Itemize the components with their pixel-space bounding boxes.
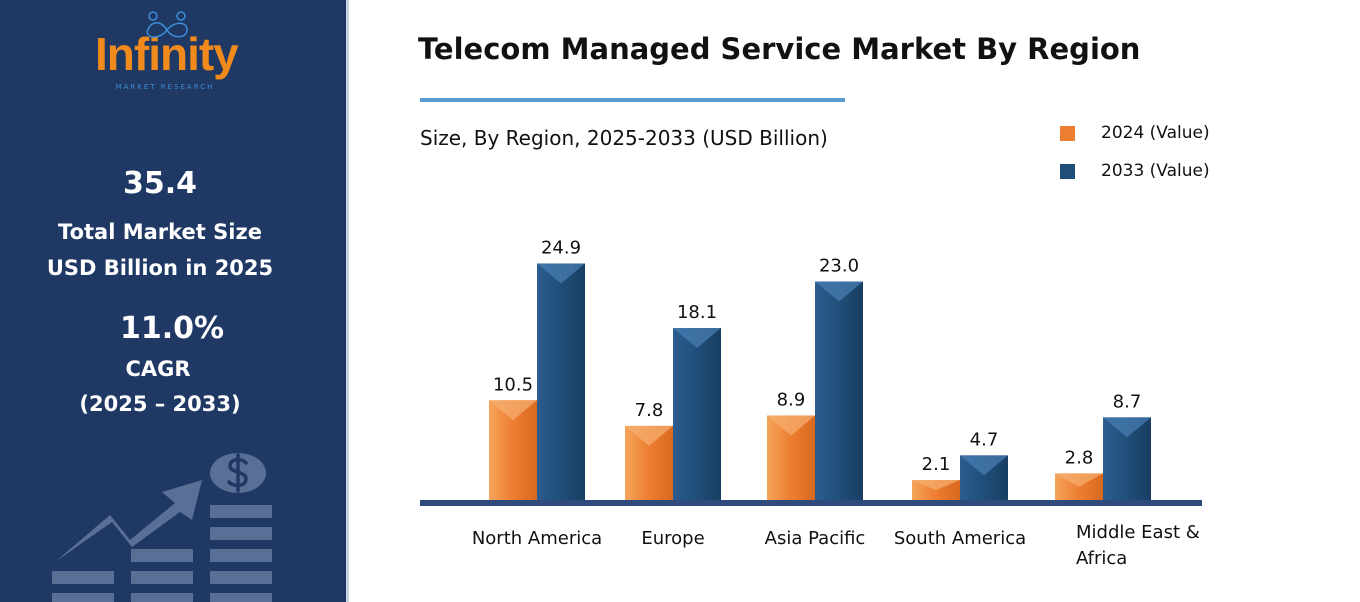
- data-label: 2.1: [922, 454, 951, 475]
- bar-bevel: [537, 263, 585, 284]
- x-tick-label: Europe: [641, 528, 704, 549]
- chart-subtitle: Size, By Region, 2025-2033 (USD Billion): [420, 126, 828, 150]
- market-size-value: 35.4: [122, 166, 198, 201]
- dollar-sign-icon: [227, 453, 248, 493]
- logo-wordmark: Infinity: [95, 28, 239, 80]
- legend-label-2024: 2024 (Value): [1101, 123, 1210, 143]
- bar-bevel: [1103, 417, 1151, 438]
- bar-2033: [673, 328, 721, 500]
- bar-bevel: [912, 480, 960, 491]
- x-tick-label: North America: [472, 528, 602, 549]
- growth-chart-icon: [52, 453, 272, 602]
- legend-swatch-blue: [1060, 163, 1075, 179]
- sidebar: Infinity MARKET RESEARCH 35.4 Total Mark…: [0, 0, 349, 602]
- bar-bevel: [673, 328, 721, 349]
- cagr-value: 11.0%: [119, 311, 225, 346]
- bar-bevel: [960, 455, 1008, 476]
- data-label: 8.7: [1113, 391, 1142, 412]
- cagr-label: CAGR: [125, 357, 191, 381]
- market-size-label: Total Market Size: [58, 220, 262, 244]
- bar-2033: [815, 281, 863, 500]
- data-label: 8.9: [777, 389, 806, 410]
- logo: Infinity MARKET RESEARCH: [95, 11, 239, 92]
- data-label: 23.0: [819, 256, 859, 277]
- logo-tagline: MARKET RESEARCH: [115, 83, 215, 91]
- x-axis-line: [420, 500, 1202, 506]
- bar-bevel: [815, 281, 863, 302]
- data-label: 10.5: [493, 374, 533, 395]
- data-label: 18.1: [677, 302, 717, 323]
- logo-people-icon: [146, 11, 188, 38]
- legend-item-2033: 2033 (Value): [1060, 161, 1210, 181]
- title-divider: [420, 98, 845, 102]
- data-label: 4.7: [970, 429, 999, 450]
- x-tick-label: South America: [894, 528, 1026, 549]
- data-label: 7.8: [635, 400, 664, 421]
- legend-label-2033: 2033 (Value): [1101, 161, 1210, 181]
- legend-swatch-orange: [1060, 125, 1075, 141]
- bar-bevel: [1055, 473, 1103, 487]
- chart-title: Telecom Managed Service Market By Region: [418, 32, 1141, 66]
- x-tick-label: Middle East &: [1076, 522, 1200, 543]
- bar-2033: [537, 263, 585, 500]
- cagr-period: (2025 – 2033): [79, 392, 241, 416]
- x-tick-label: Asia Pacific: [765, 528, 866, 549]
- bar-bevel: [489, 400, 537, 421]
- market-size-unit: USD Billion in 2025: [46, 256, 274, 280]
- legend-item-2024: 2024 (Value): [1060, 123, 1210, 143]
- x-tick-label: Africa: [1076, 548, 1127, 569]
- data-label: 24.9: [541, 237, 581, 258]
- data-label: 2.8: [1065, 447, 1094, 468]
- bar-bevel: [625, 425, 673, 446]
- bar-bevel: [767, 415, 815, 436]
